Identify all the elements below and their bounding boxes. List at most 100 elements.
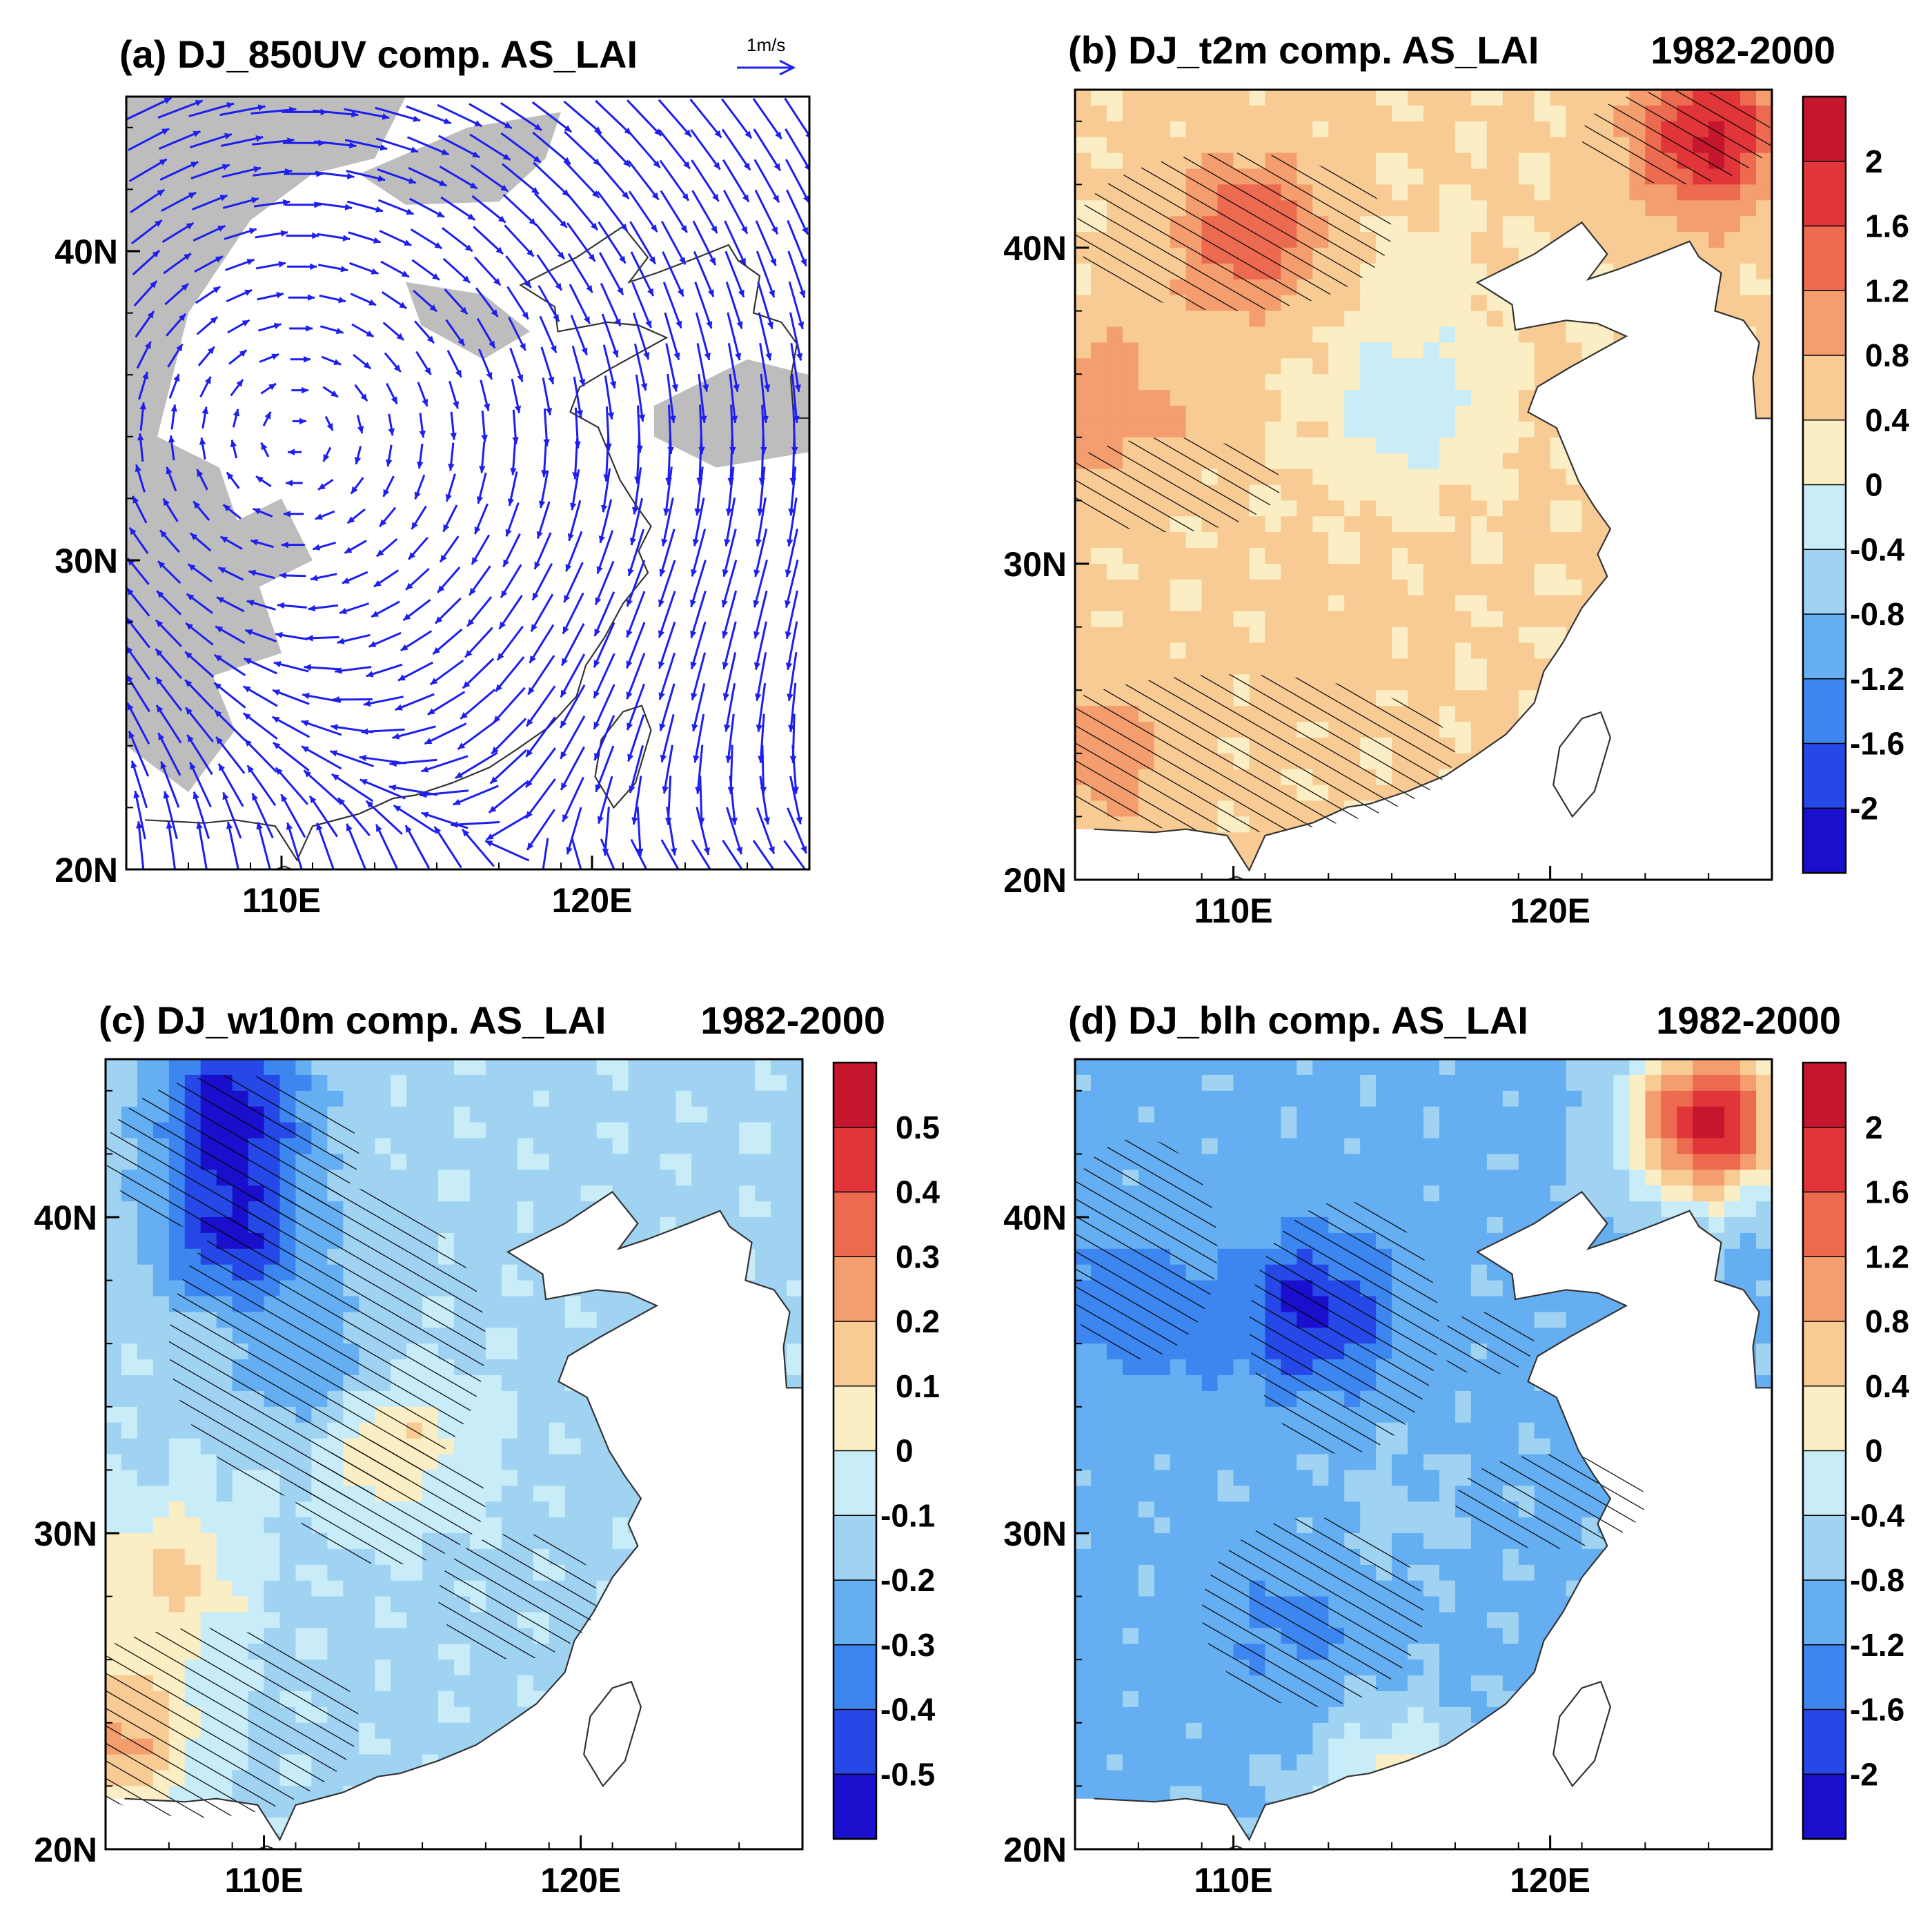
field-cell bbox=[1265, 121, 1282, 138]
wind-arrow-head bbox=[282, 199, 290, 206]
field-cell bbox=[485, 1217, 502, 1234]
field-cell bbox=[216, 1580, 233, 1597]
field-cell bbox=[106, 1328, 122, 1344]
field-cell bbox=[1392, 390, 1408, 406]
field-cell bbox=[1154, 342, 1171, 359]
wind-arrow bbox=[724, 497, 736, 546]
wind-arrow bbox=[564, 130, 602, 166]
field-cell bbox=[1423, 658, 1440, 676]
field-cell bbox=[580, 1470, 598, 1487]
field-cell bbox=[1249, 105, 1266, 122]
field-cell bbox=[1360, 642, 1377, 660]
field-cell bbox=[1724, 184, 1741, 201]
field-cell bbox=[564, 1201, 582, 1218]
field-cell bbox=[1170, 137, 1187, 154]
field-cell bbox=[295, 1580, 313, 1597]
field-cell bbox=[1233, 595, 1250, 612]
field-cell bbox=[121, 1328, 138, 1344]
field-cell bbox=[1502, 390, 1519, 406]
field-cell bbox=[343, 1106, 360, 1123]
field-cell bbox=[1344, 469, 1361, 486]
wind-arrow bbox=[439, 166, 478, 190]
field-cell bbox=[1455, 548, 1472, 564]
field-cell bbox=[438, 1074, 455, 1092]
wind-arrow-head bbox=[526, 811, 533, 818]
wind-arrow bbox=[627, 529, 645, 577]
field-cell bbox=[549, 1138, 566, 1155]
field-cell bbox=[121, 1280, 138, 1297]
field-cell bbox=[469, 1122, 486, 1139]
field-cell bbox=[359, 1059, 376, 1076]
field-cell bbox=[1122, 342, 1139, 359]
wind-arrow bbox=[217, 762, 244, 807]
wind-arrow-head bbox=[474, 120, 482, 126]
field-cell bbox=[1360, 469, 1377, 486]
field-cell bbox=[1486, 469, 1504, 486]
field-cell bbox=[1170, 374, 1187, 391]
field-cell bbox=[359, 1090, 376, 1107]
field-cell bbox=[232, 1548, 249, 1566]
wind-arrow-head bbox=[195, 100, 203, 106]
field-cell bbox=[1534, 642, 1551, 660]
wind-arrow-head bbox=[246, 259, 255, 266]
wind-arrow-head bbox=[486, 833, 494, 840]
field-cell bbox=[533, 1217, 550, 1234]
field-cell bbox=[1392, 453, 1408, 470]
wind-arrow-head bbox=[339, 607, 348, 614]
wind-arrow bbox=[563, 562, 584, 603]
wind-arrow-head bbox=[622, 191, 629, 199]
wind-arrow bbox=[595, 160, 630, 200]
wind-arrow bbox=[451, 821, 500, 826]
field-cell bbox=[771, 1122, 787, 1139]
field-cell bbox=[1455, 90, 1472, 106]
field-cell bbox=[549, 1343, 566, 1360]
field-cell bbox=[644, 1122, 661, 1139]
field-cell bbox=[1106, 611, 1123, 628]
field-cell bbox=[1185, 311, 1203, 328]
field-cell bbox=[375, 1138, 391, 1155]
field-cell bbox=[1408, 358, 1424, 375]
field-cell bbox=[1423, 168, 1440, 186]
field-cell bbox=[596, 1170, 613, 1186]
field-cell bbox=[1075, 674, 1092, 691]
field-cell bbox=[137, 1486, 154, 1502]
field-cell bbox=[1439, 658, 1456, 676]
wind-arrow bbox=[222, 791, 242, 839]
wind-arrow-head bbox=[450, 433, 457, 440]
field-cell bbox=[1486, 295, 1504, 312]
field-cell bbox=[580, 1185, 598, 1202]
wind-arrow bbox=[491, 718, 527, 755]
wind-arrow-head bbox=[139, 402, 146, 410]
field-cell bbox=[1360, 295, 1377, 312]
wind-arrow-head bbox=[281, 794, 288, 802]
field-cell bbox=[1265, 642, 1282, 660]
field-cell bbox=[501, 1232, 518, 1250]
wind-arrow bbox=[530, 593, 554, 632]
field-cell bbox=[1265, 342, 1282, 359]
field-cell bbox=[485, 1264, 502, 1281]
field-cell bbox=[1233, 548, 1250, 564]
wind-arrow-head bbox=[144, 341, 151, 349]
field-cell bbox=[549, 1390, 566, 1408]
field-cell bbox=[485, 1154, 502, 1171]
wind-arrow-head bbox=[712, 193, 719, 201]
field-cell bbox=[485, 1454, 502, 1471]
field-cell bbox=[391, 1170, 407, 1186]
wind-arrow-head bbox=[689, 600, 696, 607]
field-cell bbox=[1217, 311, 1234, 328]
field-cell bbox=[1470, 152, 1488, 170]
field-cell bbox=[1439, 358, 1456, 375]
field-cell bbox=[1170, 611, 1187, 628]
field-cell bbox=[1756, 232, 1772, 248]
field-cell bbox=[1249, 406, 1266, 422]
wind-arrow bbox=[662, 497, 674, 546]
wind-arrow-head bbox=[213, 286, 221, 293]
field-cell bbox=[438, 1122, 455, 1139]
field-cell bbox=[1408, 184, 1424, 201]
field-cell bbox=[106, 1106, 122, 1123]
field-cell bbox=[1138, 137, 1155, 154]
field-cell bbox=[137, 1375, 154, 1392]
field-cell bbox=[1090, 326, 1107, 344]
wind-arrow-head bbox=[163, 791, 170, 799]
field-cell bbox=[1486, 137, 1504, 154]
